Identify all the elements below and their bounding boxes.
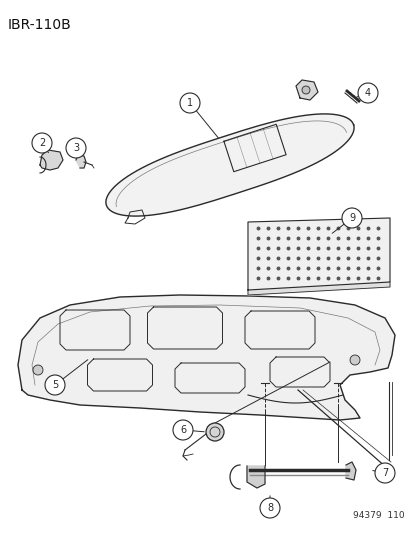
Circle shape — [206, 423, 223, 441]
Circle shape — [173, 420, 192, 440]
Circle shape — [32, 133, 52, 153]
Circle shape — [357, 83, 377, 103]
Circle shape — [341, 208, 361, 228]
Circle shape — [66, 138, 86, 158]
Text: 8: 8 — [266, 503, 273, 513]
Text: 1: 1 — [187, 98, 192, 108]
Circle shape — [349, 355, 359, 365]
Polygon shape — [295, 80, 317, 100]
Text: 6: 6 — [180, 425, 185, 435]
Polygon shape — [247, 282, 389, 295]
Polygon shape — [247, 466, 264, 488]
Polygon shape — [106, 114, 353, 216]
Text: 7: 7 — [381, 468, 387, 478]
Text: 9: 9 — [348, 213, 354, 223]
Text: 94379  110: 94379 110 — [353, 511, 404, 520]
Circle shape — [301, 86, 309, 94]
Circle shape — [259, 498, 279, 518]
Polygon shape — [76, 155, 86, 168]
Text: 5: 5 — [52, 380, 58, 390]
Text: 2: 2 — [39, 138, 45, 148]
Text: 3: 3 — [73, 143, 79, 153]
Circle shape — [45, 375, 65, 395]
Circle shape — [180, 93, 199, 113]
Polygon shape — [345, 462, 355, 480]
Circle shape — [374, 463, 394, 483]
Circle shape — [33, 365, 43, 375]
Polygon shape — [40, 150, 63, 170]
Text: 4: 4 — [364, 88, 370, 98]
Polygon shape — [247, 218, 389, 290]
Polygon shape — [18, 295, 394, 420]
Text: IBR-110B: IBR-110B — [8, 18, 71, 32]
